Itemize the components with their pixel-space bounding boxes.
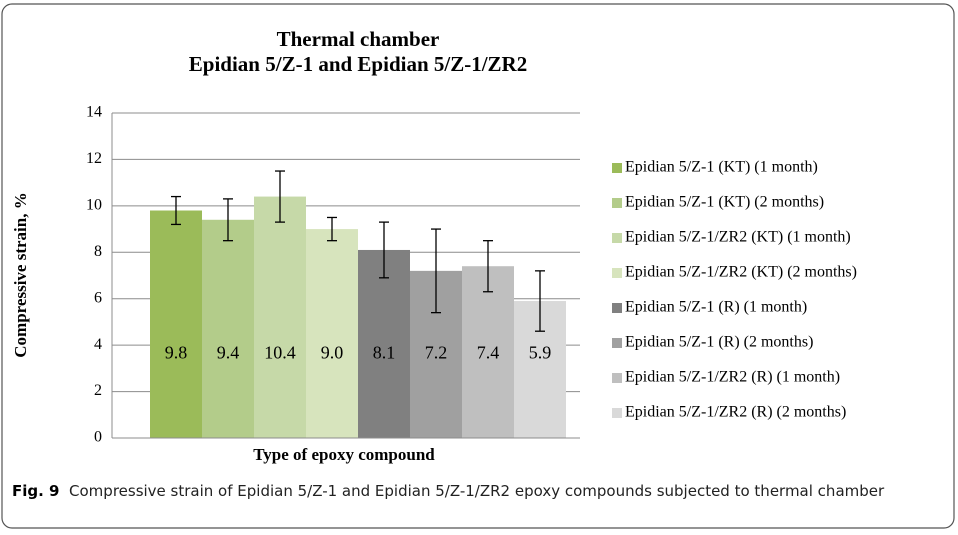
data-label: 8.1 xyxy=(373,343,396,363)
chart-title: Thermal chamber xyxy=(277,27,440,51)
error-bar xyxy=(327,216,337,242)
bar xyxy=(306,229,358,438)
legend-label: Epidian 5/Z-1/ZR2 (R) (2 months) xyxy=(625,404,846,421)
chart-subtitle: Epidian 5/Z-1 and Epidian 5/Z-1/ZR2 xyxy=(189,52,527,76)
data-label: 9.8 xyxy=(165,343,188,363)
legend-label: Epidian 5/Z-1/ZR2 (R) (1 month) xyxy=(625,369,840,386)
data-label: 9.4 xyxy=(217,343,240,363)
legend-swatch xyxy=(612,198,622,208)
legend-label: Epidian 5/Z-1 (KT) (1 month) xyxy=(625,159,818,176)
caption-label: Fig. 9 xyxy=(12,482,60,500)
error-bar xyxy=(379,221,389,279)
y-tick-label: 6 xyxy=(94,289,102,306)
legend-label: Epidian 5/Z-1/ZR2 (KT) (1 month) xyxy=(625,229,851,246)
legend-swatch xyxy=(612,303,622,313)
error-bar xyxy=(431,228,441,314)
legend-swatch xyxy=(612,163,622,173)
legend-label: Epidian 5/Z-1/ZR2 (KT) (2 months) xyxy=(625,264,857,281)
data-label: 7.2 xyxy=(425,343,448,363)
bar xyxy=(202,219,254,438)
legend-swatch xyxy=(612,338,622,348)
error-bar xyxy=(535,270,545,332)
y-tick-label: 2 xyxy=(94,382,102,399)
bar xyxy=(254,196,306,438)
legend-label: Epidian 5/Z-1 (R) (2 months) xyxy=(625,334,813,351)
legend-swatch xyxy=(612,233,622,243)
legend-label: Epidian 5/Z-1 (KT) (2 months) xyxy=(625,194,824,211)
legend-swatch xyxy=(612,373,622,383)
y-axis-label: Compressive strain, % xyxy=(11,192,30,357)
caption-text: Compressive strain of Epidian 5/Z-1 and … xyxy=(69,482,885,500)
data-label: 7.4 xyxy=(477,343,500,363)
error-bar xyxy=(223,198,233,242)
y-tick-label: 4 xyxy=(94,336,102,353)
y-tick-label: 14 xyxy=(86,104,102,121)
legend-label: Epidian 5/Z-1 (R) (1 month) xyxy=(625,299,807,316)
y-tick-label: 12 xyxy=(86,150,102,167)
bar xyxy=(462,266,514,438)
bar xyxy=(358,249,410,438)
error-bar xyxy=(275,170,285,223)
caption: Fig. 9 Compressive strain of Epidian 5/Z… xyxy=(12,480,932,502)
data-label: 9.0 xyxy=(321,343,344,363)
y-tick-label: 0 xyxy=(94,429,102,446)
data-label: 5.9 xyxy=(529,343,552,363)
legend-swatch xyxy=(612,408,622,418)
error-bar xyxy=(483,240,493,293)
bar xyxy=(150,210,202,438)
data-label: 10.4 xyxy=(264,343,296,363)
y-tick-label: 10 xyxy=(86,197,102,214)
x-axis-label: Type of epoxy compound xyxy=(253,445,435,464)
y-tick-label: 8 xyxy=(94,243,102,260)
error-bar xyxy=(171,195,181,226)
frame xyxy=(1,3,955,529)
legend-swatch xyxy=(612,268,622,278)
